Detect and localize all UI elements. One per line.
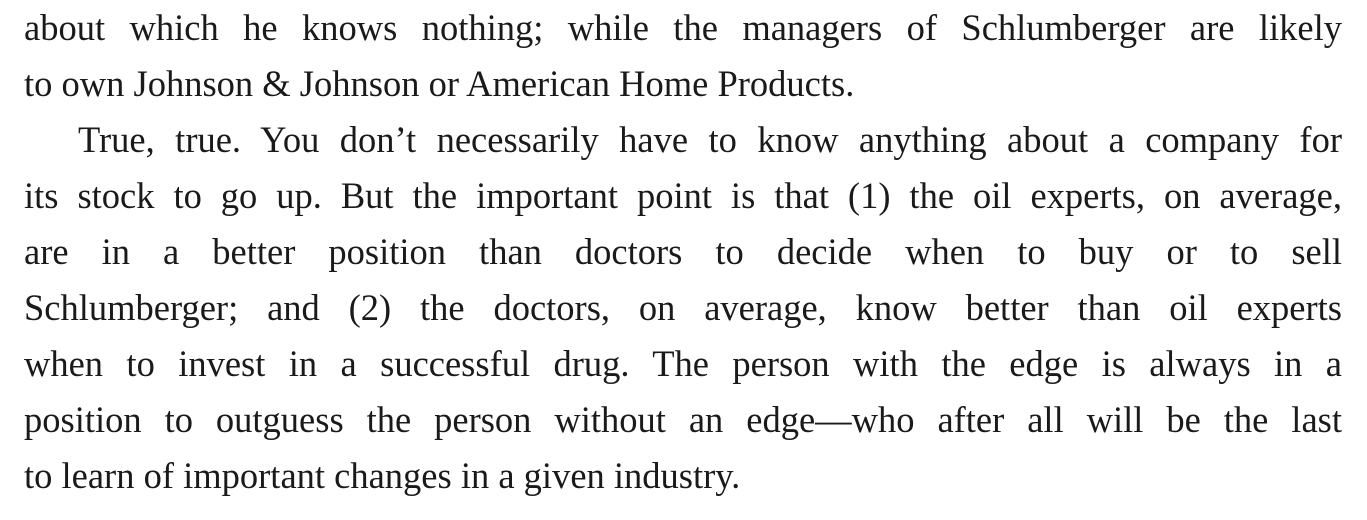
text-line: when to invest in a successful drug. The… <box>24 343 1342 384</box>
text-line: Schlumberger; and (2) the doctors, on av… <box>24 287 1342 328</box>
text-line: its stock to go up. But the important po… <box>24 175 1342 216</box>
text-line: are in a better position than doctors to… <box>24 231 1342 272</box>
text-line: to own Johnson & Johnson or American Hom… <box>24 63 855 104</box>
text-line: about which he knows nothing; while the … <box>24 7 1342 48</box>
text-line: position to outguess the person without … <box>24 399 1342 440</box>
paragraph-continued: about which he knows nothing; while the … <box>24 0 1342 112</box>
text-line: to learn of important changes in a given… <box>24 455 741 496</box>
document-page: about which he knows nothing; while the … <box>24 0 1342 504</box>
paragraph: True, true. You don’t necessarily have t… <box>24 112 1342 504</box>
text-line: True, true. You don’t necessarily have t… <box>78 119 1342 160</box>
